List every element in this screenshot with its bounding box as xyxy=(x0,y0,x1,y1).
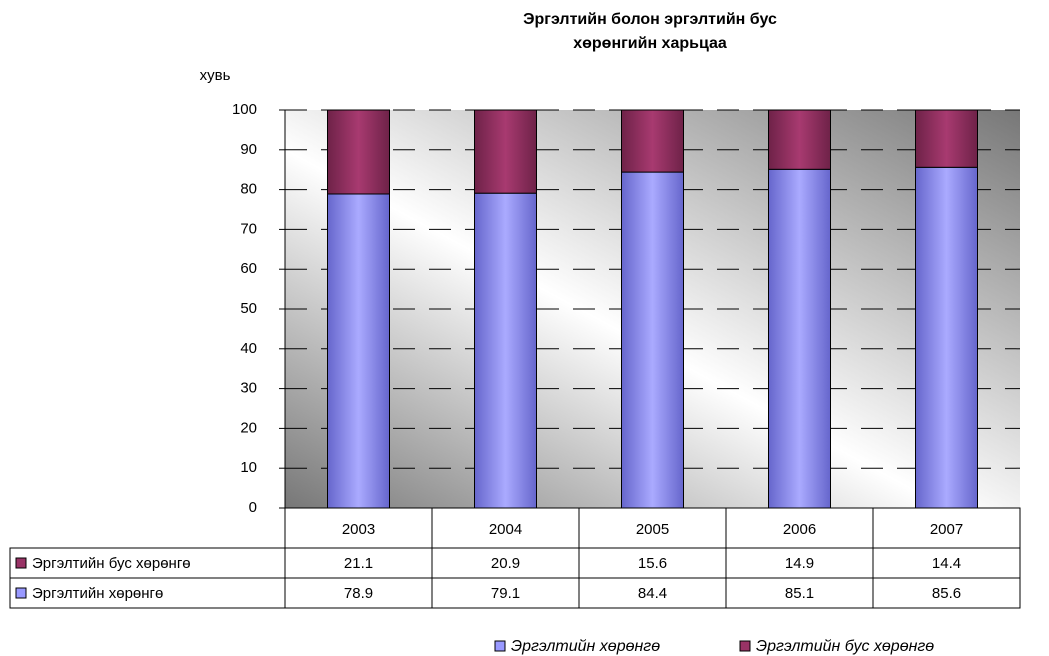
x-tick-label: 2004 xyxy=(489,521,522,538)
y-tick-label: 30 xyxy=(240,380,257,397)
table-value: 14.9 xyxy=(785,555,814,572)
chart-title: Эргэлтийн болон эргэлтийн бус xyxy=(523,11,777,28)
x-tick-label: 2007 xyxy=(930,521,963,538)
x-tick-label: 2003 xyxy=(342,521,375,538)
table-value: 20.9 xyxy=(491,555,520,572)
bar-segment xyxy=(915,109,978,168)
y-tick-label: 0 xyxy=(249,499,257,516)
bar-segment xyxy=(474,192,537,509)
table-value: 79.1 xyxy=(491,585,520,602)
bar-segment xyxy=(768,168,831,509)
y-tick-label: 50 xyxy=(240,300,257,317)
y-axis-label: хувь xyxy=(200,67,231,84)
x-tick-label: 2006 xyxy=(783,521,816,538)
table-value: 14.4 xyxy=(932,555,961,572)
bar-segment xyxy=(768,109,831,170)
y-tick-label: 60 xyxy=(240,260,257,277)
legend-key xyxy=(739,640,751,652)
y-tick-label: 100 xyxy=(232,101,257,118)
y-tick-label: 90 xyxy=(240,141,257,158)
legend-key xyxy=(494,640,506,652)
table-value: 84.4 xyxy=(638,585,667,602)
table-value: 21.1 xyxy=(344,555,373,572)
table-row-label: Эргэлтийн хөрөнгө xyxy=(32,585,163,602)
bar-segment xyxy=(327,193,390,509)
x-tick-label: 2005 xyxy=(636,521,669,538)
y-tick-label: 10 xyxy=(240,459,257,476)
table-value: 15.6 xyxy=(638,555,667,572)
table-value: 85.1 xyxy=(785,585,814,602)
y-tick-label: 70 xyxy=(240,220,257,237)
y-tick-label: 80 xyxy=(240,181,257,198)
legend-key xyxy=(15,587,27,599)
table-value: 78.9 xyxy=(344,585,373,602)
table-row-label: Эргэлтийн бус хөрөнгө xyxy=(32,555,191,572)
y-tick-label: 20 xyxy=(240,419,257,436)
table-value: 85.6 xyxy=(932,585,961,602)
legend-key xyxy=(15,557,27,569)
bar-segment xyxy=(327,109,390,195)
bar-segment xyxy=(621,171,684,509)
chart-title: хөрөнгийн харьцаа xyxy=(573,35,727,52)
bar-segment xyxy=(621,109,684,173)
bar-segment xyxy=(915,166,978,509)
legend-label: Эргэлтийн бус хөрөнгө xyxy=(756,638,934,655)
bar-segment xyxy=(474,109,537,194)
y-tick-label: 40 xyxy=(240,340,257,357)
legend-label: Эргэлтийн хөрөнгө xyxy=(511,638,660,655)
